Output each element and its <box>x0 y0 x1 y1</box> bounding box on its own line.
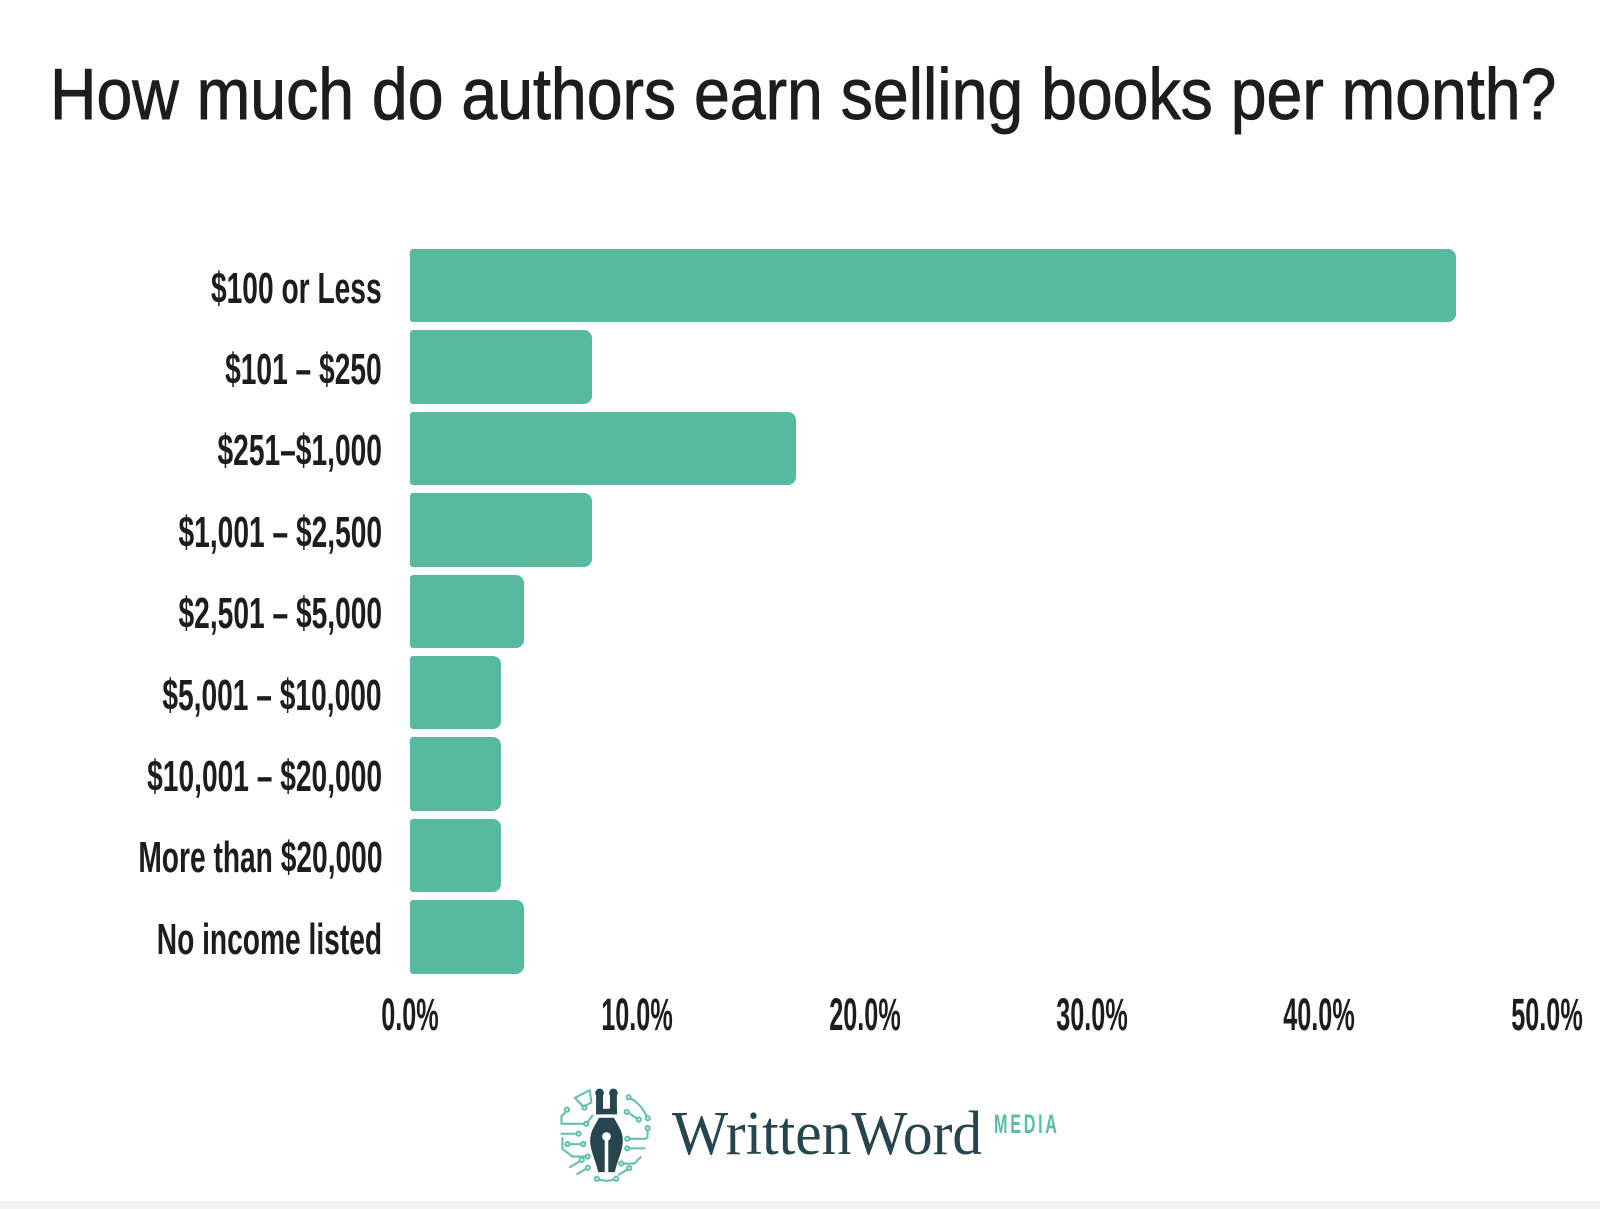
x-tick-label: 50.0% <box>1510 989 1583 1040</box>
bar-segment <box>410 737 501 811</box>
category-label: More than $20,000 <box>137 833 382 883</box>
bar-segment <box>410 249 1456 323</box>
bar-row: $10,001 – $20,000 <box>0 737 1600 811</box>
bar-segment <box>410 493 592 567</box>
page-bottom-strip <box>0 1202 1600 1209</box>
x-tick-label: 20.0% <box>828 989 901 1040</box>
bar-segment <box>410 330 592 404</box>
bar-track <box>410 737 1547 811</box>
category-label: $100 or Less <box>211 263 382 313</box>
category-label: $1,001 – $2,500 <box>178 507 382 557</box>
bar-segment <box>410 411 797 486</box>
bar-track <box>410 493 1547 567</box>
category-label: $251–$1,000 <box>217 426 382 476</box>
category-label: No income listed <box>156 914 382 964</box>
bar-track <box>410 574 1547 648</box>
bar-row: No income listed <box>0 900 1600 974</box>
bar-row: $2,501 – $5,000 <box>0 574 1600 648</box>
brand-name: WrittenWord <box>672 1100 983 1168</box>
bar-row: $5,001 – $10,000 <box>0 655 1600 730</box>
category-label: $2,501 – $5,000 <box>178 589 382 639</box>
x-tick-label: 40.0% <box>1283 989 1355 1040</box>
bar-track <box>410 249 1547 323</box>
bar-row: $101 – $250 <box>0 330 1600 404</box>
category-label: $10,001 – $20,000 <box>147 752 382 802</box>
bar-segment <box>410 900 524 974</box>
category-label: $5,001 – $10,000 <box>162 670 382 720</box>
bar-track <box>410 330 1547 404</box>
bar-segment <box>410 818 501 893</box>
bar-track <box>410 411 1547 486</box>
bar-row: $1,001 – $2,500 <box>0 493 1600 567</box>
bar-row: $251–$1,000 <box>0 411 1600 486</box>
x-tick-label: 0.0% <box>381 989 439 1040</box>
x-tick-label: 10.0% <box>601 989 674 1040</box>
brand-suffix: MEDIA <box>994 1109 1060 1139</box>
category-label: $101 – $250 <box>225 345 382 395</box>
bar-track <box>410 900 1547 974</box>
x-axis: 0.0% 10.0% 20.0% 30.0% 40.0% 50.0% <box>381 989 1582 1040</box>
bar-segment <box>410 574 524 648</box>
bar-segment <box>410 655 501 730</box>
chart-title: How much do authors earn selling books p… <box>50 55 1557 135</box>
x-tick-label: 30.0% <box>1056 989 1128 1040</box>
bar-track <box>410 655 1547 730</box>
writtenword-logo-icon <box>560 1088 651 1182</box>
bar-row: $100 or Less <box>0 249 1600 323</box>
bar-row: More than $20,000 <box>0 818 1600 893</box>
bar-track <box>410 818 1547 893</box>
bar-rows: $100 or Less $101 – $250 $251–$1,000 $1,001… <box>0 249 1600 982</box>
